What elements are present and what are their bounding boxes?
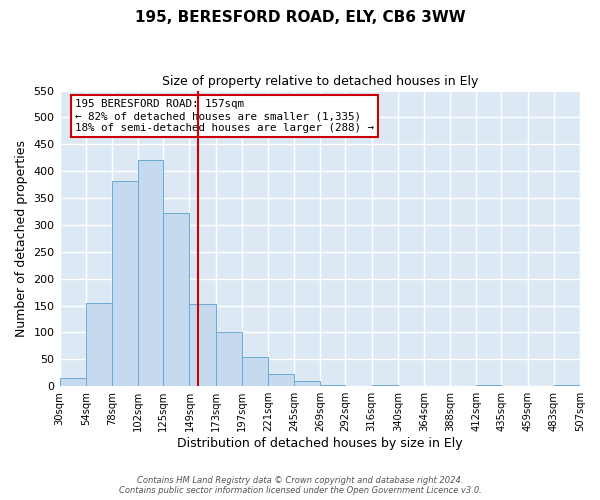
Text: Contains HM Land Registry data © Crown copyright and database right 2024.
Contai: Contains HM Land Registry data © Crown c… [119,476,481,495]
Bar [112,181,138,386]
Text: 195 BERESFORD ROAD: 157sqm
← 82% of detached houses are smaller (1,335)
18% of s: 195 BERESFORD ROAD: 157sqm ← 82% of deta… [75,100,374,132]
Title: Size of property relative to detached houses in Ely: Size of property relative to detached ho… [161,75,478,88]
Text: 195, BERESFORD ROAD, ELY, CB6 3WW: 195, BERESFORD ROAD, ELY, CB6 3WW [134,10,466,25]
Bar [163,212,190,386]
Bar [215,332,242,386]
Bar [138,160,163,386]
Bar [294,381,320,386]
Bar [242,356,268,386]
Bar [86,303,112,386]
Bar [554,385,580,386]
Bar [371,384,398,386]
Bar [190,304,215,386]
Bar [476,385,502,386]
X-axis label: Distribution of detached houses by size in Ely: Distribution of detached houses by size … [177,437,463,450]
Bar [268,374,294,386]
Bar [320,384,346,386]
Y-axis label: Number of detached properties: Number of detached properties [15,140,28,337]
Bar [59,378,86,386]
